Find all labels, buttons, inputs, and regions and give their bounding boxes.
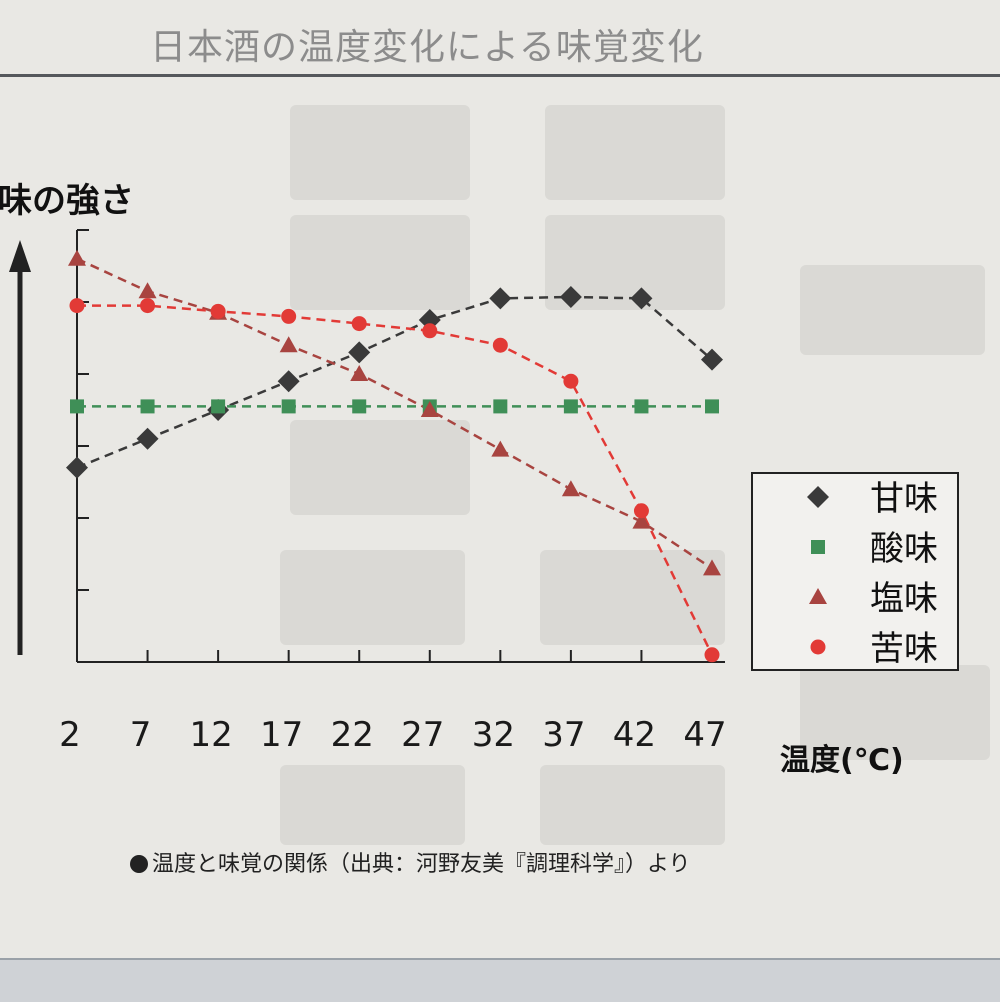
data-point-2-3: [279, 336, 298, 353]
background-shape: [290, 215, 470, 310]
chart-series-lines: [76, 257, 714, 656]
background-shape: [290, 105, 470, 200]
background-shape: [800, 665, 990, 760]
data-point-3-5: [422, 323, 438, 339]
data-point-3-8: [633, 503, 649, 519]
data-point-3-0: [69, 298, 85, 314]
series-line-2: [76, 257, 713, 570]
up-arrow-icon: [9, 240, 31, 272]
data-point-3-9: [704, 647, 720, 663]
bottom-band: [0, 958, 1000, 1002]
chart-markers: [66, 249, 723, 663]
data-point-1-0: [70, 399, 84, 414]
data-point-3-1: [140, 298, 156, 314]
data-point-3-6: [492, 337, 508, 353]
legend-marker-1: [811, 540, 825, 554]
bullet-dot-icon: [130, 855, 148, 873]
data-point-1-6: [493, 399, 508, 414]
legend-marker-0: [807, 486, 829, 508]
x-tick-label: 17: [260, 715, 303, 755]
background-shape: [280, 765, 465, 845]
chart-axes: [9, 229, 725, 663]
legend-marker-2: [809, 588, 827, 604]
background-shape: [545, 105, 725, 200]
x-tick-label: 2: [59, 715, 81, 755]
data-point-1-3: [281, 399, 296, 414]
data-point-1-4: [352, 399, 367, 414]
data-point-0-5: [418, 309, 441, 331]
data-point-1-7: [563, 399, 578, 414]
data-point-2-4: [350, 365, 369, 381]
data-point-0-8: [630, 287, 653, 310]
background-shape: [540, 765, 725, 845]
data-point-1-9: [705, 399, 719, 414]
data-point-2-8: [632, 512, 651, 529]
data-point-0-3: [277, 370, 300, 393]
data-point-0-1: [136, 427, 159, 450]
background-shape: [290, 420, 470, 515]
title-rule: [0, 74, 1000, 77]
background-shape: [540, 550, 725, 645]
data-point-1-2: [211, 399, 226, 414]
data-point-0-6: [489, 287, 512, 310]
data-point-2-0: [68, 249, 86, 266]
x-tick-label: 27: [401, 715, 444, 755]
legend-label-3: 苦味: [870, 629, 938, 669]
data-point-3-4: [351, 316, 367, 332]
x-tick-label: 32: [472, 715, 515, 755]
y-axis-title: 味の強さ: [0, 181, 134, 221]
series-line-3: [77, 304, 714, 656]
legend-box: [751, 472, 959, 671]
data-point-0-4: [348, 341, 371, 364]
x-tick-label: 47: [683, 715, 726, 755]
slide-title: 日本酒の温度変化による味覚変化: [150, 27, 704, 68]
background-shape: [800, 265, 985, 355]
x-tick-label: 42: [613, 715, 656, 755]
x-tick-label: 22: [331, 715, 374, 755]
legend-label-2: 塩味: [870, 579, 938, 619]
x-tick-label: 7: [130, 715, 152, 755]
x-axis-title: 温度(℃): [780, 743, 904, 778]
data-point-3-2: [210, 303, 226, 319]
background-shape: [280, 550, 465, 645]
data-point-2-9: [703, 559, 721, 576]
x-tick-label: 37: [542, 715, 585, 755]
data-point-2-1: [138, 282, 157, 299]
legend-marker-3: [810, 639, 826, 655]
series-line-0: [76, 295, 713, 469]
data-point-1-8: [634, 399, 649, 414]
data-point-3-3: [281, 308, 297, 324]
data-point-0-9: [701, 348, 723, 371]
caption-text: 温度と味覚の関係（出典：河野友美『調理科学』）より: [152, 852, 691, 877]
data-point-2-7: [561, 480, 580, 497]
data-point-0-7: [559, 285, 582, 308]
data-point-0-0: [66, 456, 88, 479]
x-tick-label: 12: [189, 715, 232, 755]
figure-caption: 温度と味覚の関係（出典：河野友美『調理科学』）より: [130, 846, 691, 878]
legend-label-1: 酸味: [870, 529, 938, 569]
data-point-2-5: [420, 401, 439, 417]
data-point-3-7: [563, 373, 579, 389]
data-point-1-1: [140, 399, 155, 414]
legend-label-0: 甘味: [870, 479, 938, 519]
data-point-2-6: [491, 440, 510, 457]
